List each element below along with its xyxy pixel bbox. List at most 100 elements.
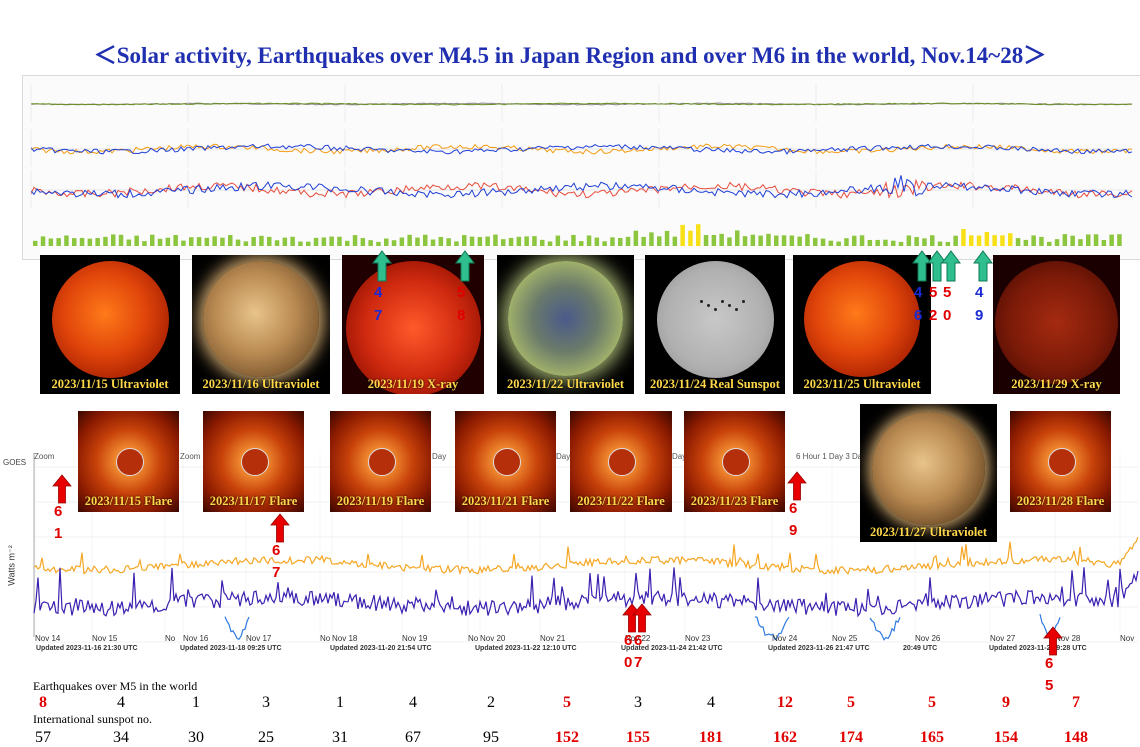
sun-image-caption: 2023/11/19 X-ray bbox=[367, 377, 459, 391]
kp-index-bar bbox=[368, 240, 373, 246]
kp-index-bar bbox=[454, 241, 459, 246]
kp-index-bar bbox=[688, 230, 693, 246]
sunspot-count: 181 bbox=[699, 729, 723, 746]
kp-index-bar bbox=[103, 236, 108, 246]
sun-image-5: 2023/11/25 Ultraviolet bbox=[793, 255, 931, 394]
sunspot-dot bbox=[700, 300, 703, 303]
arrow-shape bbox=[632, 603, 652, 633]
kp-index-bar bbox=[805, 234, 810, 246]
sunspot-count: 154 bbox=[994, 729, 1018, 746]
kp-index-bar bbox=[945, 241, 951, 246]
kp-index-bar bbox=[48, 238, 54, 246]
kp-index-bar bbox=[243, 241, 249, 246]
overview-series-line bbox=[31, 102, 1133, 106]
magnitude-digit: 6 bbox=[1045, 655, 1054, 672]
sunspot-dot bbox=[742, 300, 745, 303]
arrow-shape bbox=[372, 250, 392, 282]
kp-index-bar bbox=[563, 240, 568, 246]
kp-index-bar bbox=[1023, 239, 1029, 246]
kp-index-bar bbox=[813, 237, 818, 246]
flare-image-caption: 2023/11/19 Flare bbox=[336, 494, 425, 508]
kp-index-bar bbox=[1070, 235, 1075, 246]
flare-image-2: 2023/11/19 Flare bbox=[330, 411, 431, 512]
kp-index-bar bbox=[797, 236, 802, 246]
kp-index-bar bbox=[1093, 234, 1099, 246]
magnitude-digit: 6 bbox=[789, 500, 798, 517]
kp-index-bar bbox=[703, 235, 709, 246]
kp-index-bar bbox=[267, 236, 272, 246]
sunspot-count: 165 bbox=[920, 729, 944, 746]
sun-disc bbox=[51, 261, 169, 378]
kp-index-bar bbox=[313, 237, 319, 246]
earthquake-count: 1 bbox=[336, 694, 344, 711]
kp-index-bar bbox=[625, 236, 631, 246]
kp-index-bar bbox=[922, 238, 927, 246]
kp-index-bar bbox=[664, 230, 670, 246]
kp-index-bar bbox=[1039, 236, 1044, 246]
sun-disc bbox=[656, 261, 774, 378]
flare-image-caption: 2023/11/15 Flare bbox=[84, 494, 173, 508]
kp-index-bar bbox=[79, 237, 85, 246]
earthquake-count: 3 bbox=[634, 694, 642, 711]
arrow-shape bbox=[455, 250, 475, 282]
kp-index-bar bbox=[711, 234, 717, 246]
flare-image-caption: 2023/11/21 Flare bbox=[461, 494, 550, 508]
goes-x-tick-4: Nov 17 bbox=[246, 634, 272, 643]
arrow-shape bbox=[270, 513, 290, 543]
arrow-up-icon bbox=[52, 474, 72, 504]
goes-update-stamp-6: 20:49 UTC bbox=[903, 645, 938, 652]
sunspot-count: 34 bbox=[113, 729, 129, 746]
kp-index-bar bbox=[532, 236, 537, 246]
flare-image-5: 2023/11/23 Flare bbox=[684, 411, 785, 512]
magnitude-digit: 5 bbox=[457, 284, 466, 301]
kp-index-bar bbox=[165, 237, 171, 246]
zoom-control-5: 6 Hour 1 Day 3 Day bbox=[796, 452, 867, 461]
arrow-shape bbox=[941, 250, 961, 282]
sunspot-row-label: International sunspot no. bbox=[33, 712, 152, 726]
goes-update-stamp-5: Updated 2023-11-26 21:47 UTC bbox=[768, 645, 870, 652]
kp-index-bar bbox=[134, 235, 139, 246]
kp-index-bar bbox=[867, 239, 873, 246]
kp-index-bar bbox=[1015, 238, 1021, 246]
kp-index-bar bbox=[524, 236, 529, 246]
kp-index-bar bbox=[930, 235, 935, 246]
kp-index-bar bbox=[657, 236, 662, 246]
arrow-up-icon bbox=[973, 250, 993, 282]
kp-index-bar bbox=[150, 234, 155, 246]
sunspot-count: 57 bbox=[35, 729, 51, 746]
occulter-disc bbox=[367, 448, 396, 476]
kp-index-bar bbox=[142, 241, 147, 246]
zoom-control-0: Zoom bbox=[34, 452, 55, 461]
kp-index-bar bbox=[976, 235, 982, 246]
kp-index-bar bbox=[376, 241, 381, 246]
kp-index-bar bbox=[633, 230, 639, 246]
sunspot-count: 30 bbox=[188, 729, 204, 746]
arrow-shape bbox=[52, 474, 72, 504]
kp-index-bar bbox=[750, 234, 756, 246]
arrow-up-icon bbox=[270, 513, 290, 543]
kp-index-bar bbox=[337, 236, 342, 246]
zoom-control-3: Day bbox=[556, 452, 571, 461]
kp-index-bar bbox=[586, 235, 592, 246]
sun-image-6: 2023/11/29 X-ray bbox=[993, 255, 1120, 394]
kp-index-bar bbox=[95, 238, 100, 246]
sunspot-count: 155 bbox=[626, 729, 650, 746]
kp-index-bar bbox=[118, 234, 124, 246]
flare-image-4: 2023/11/22 Flare bbox=[570, 411, 672, 512]
sun-image-caption: 2023/11/22 Ultraviolet bbox=[507, 377, 624, 391]
kp-index-bar bbox=[696, 224, 701, 246]
sunspot-dot bbox=[714, 308, 717, 311]
kp-index-bar bbox=[126, 239, 132, 246]
kp-index-bar bbox=[259, 235, 264, 246]
kp-index-bar bbox=[399, 237, 405, 246]
magnitude-digit: 7 bbox=[374, 307, 383, 324]
kp-index-bar bbox=[735, 230, 740, 246]
earthquake-count: 4 bbox=[117, 694, 125, 711]
kp-index-bar bbox=[1109, 234, 1114, 246]
kp-index-bar bbox=[571, 234, 576, 246]
kp-index-bar bbox=[501, 239, 506, 246]
